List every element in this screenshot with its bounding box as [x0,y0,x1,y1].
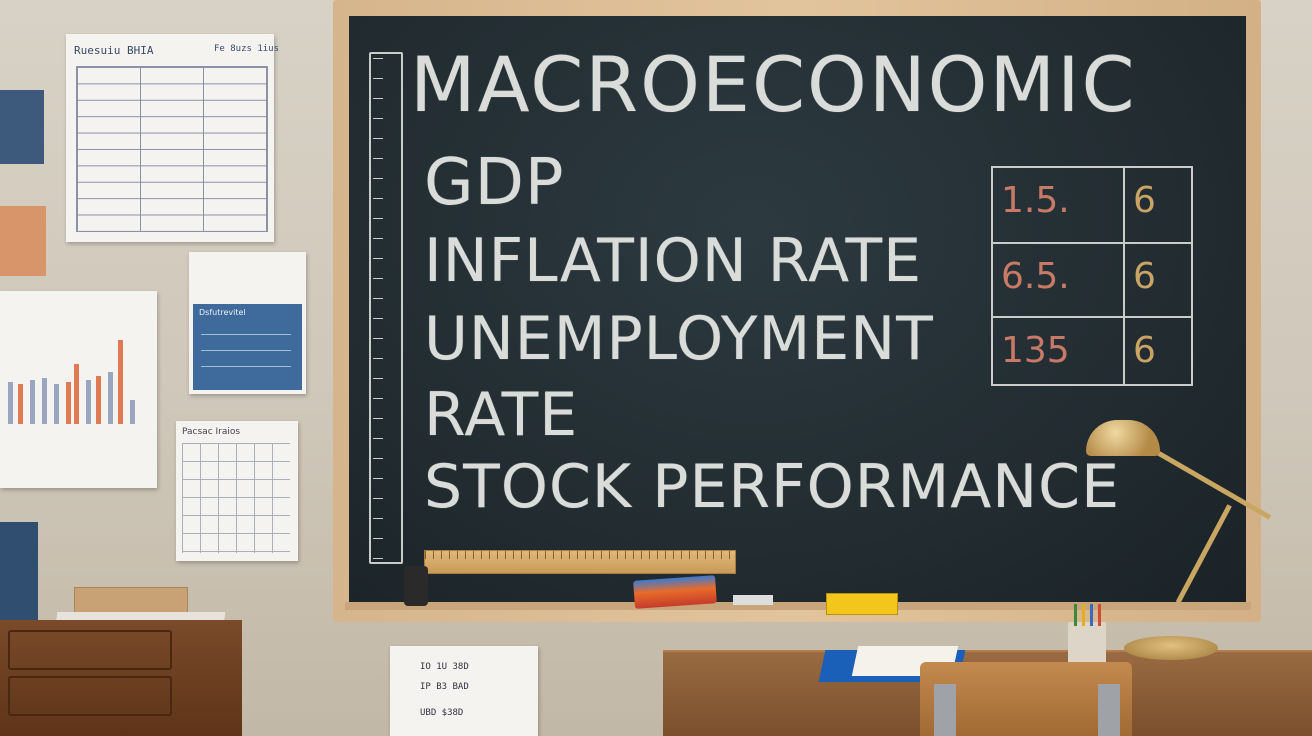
board-line-rate: RATE [424,380,579,450]
board-line-unemployment: UNEMPLOYMENT [424,304,934,374]
graph-paper-grid [182,443,290,553]
graph-paper-title: Pacsac Iraios [182,427,241,437]
graph-paper-sheet: Pacsac Iraios [176,421,298,561]
board-table-value: 1.5. [1001,180,1070,221]
notice-blue-panel: Dsfutrevitel [193,304,302,390]
board-table-value: 6.5. [1001,256,1070,297]
orange-poster [0,206,46,276]
desk-lamp-icon [1086,420,1160,456]
binder-clip [404,566,428,606]
pencil-cup [1068,604,1106,666]
board-table-count: 6 [1133,330,1156,371]
chalk-ledge [345,602,1251,610]
wooden-ruler [424,550,736,574]
cabinet-drawer [8,676,172,716]
table-sheet-title-right: Fe 8uzs 1ius [214,44,280,54]
lamp-base [1124,636,1218,660]
board-title: MACROECONOMIC [410,40,1137,129]
board-table-count: 6 [1133,180,1156,221]
data-table-sheet: Ruesuiu BHIA Fe 8uzs 1ius [66,34,279,242]
eraser [826,593,898,615]
wooden-chair [920,662,1132,736]
pinned-sheet: IO 1U 38D IP B3 BAD UBD $38D [390,646,538,736]
board-line-gdp: GDP [424,146,565,220]
chalk-box [633,575,717,609]
board-table-value: 135 [1001,330,1070,371]
binder [0,522,38,626]
bar-chart-poster [0,291,157,488]
cabinet-drawer [8,630,172,670]
notice-card: Dsfutrevitel [189,252,306,394]
notice-header: Dsfutrevitel [199,308,246,317]
chalkboard [349,16,1246,606]
board-line-inflation: INFLATION RATE [424,226,923,296]
table-sheet-title: Ruesuiu BHIA [74,44,154,57]
board-line-stock: STOCK PERFORMANCE [424,452,1120,522]
chalk-ruler-scale [369,52,403,564]
pinned-sheet-line: UBD $38D [420,708,464,718]
chalk-piece [733,595,773,605]
pinned-sheet-line: IP B3 BAD [420,682,469,692]
pinned-sheet-line: IO 1U 38D [420,662,469,672]
wooden-cabinet [0,620,242,736]
board-table: 1.5. 6 6.5. 6 135 6 [991,166,1193,386]
table-sheet-grid [76,66,268,232]
board-table-count: 6 [1133,256,1156,297]
blue-poster [0,90,44,164]
